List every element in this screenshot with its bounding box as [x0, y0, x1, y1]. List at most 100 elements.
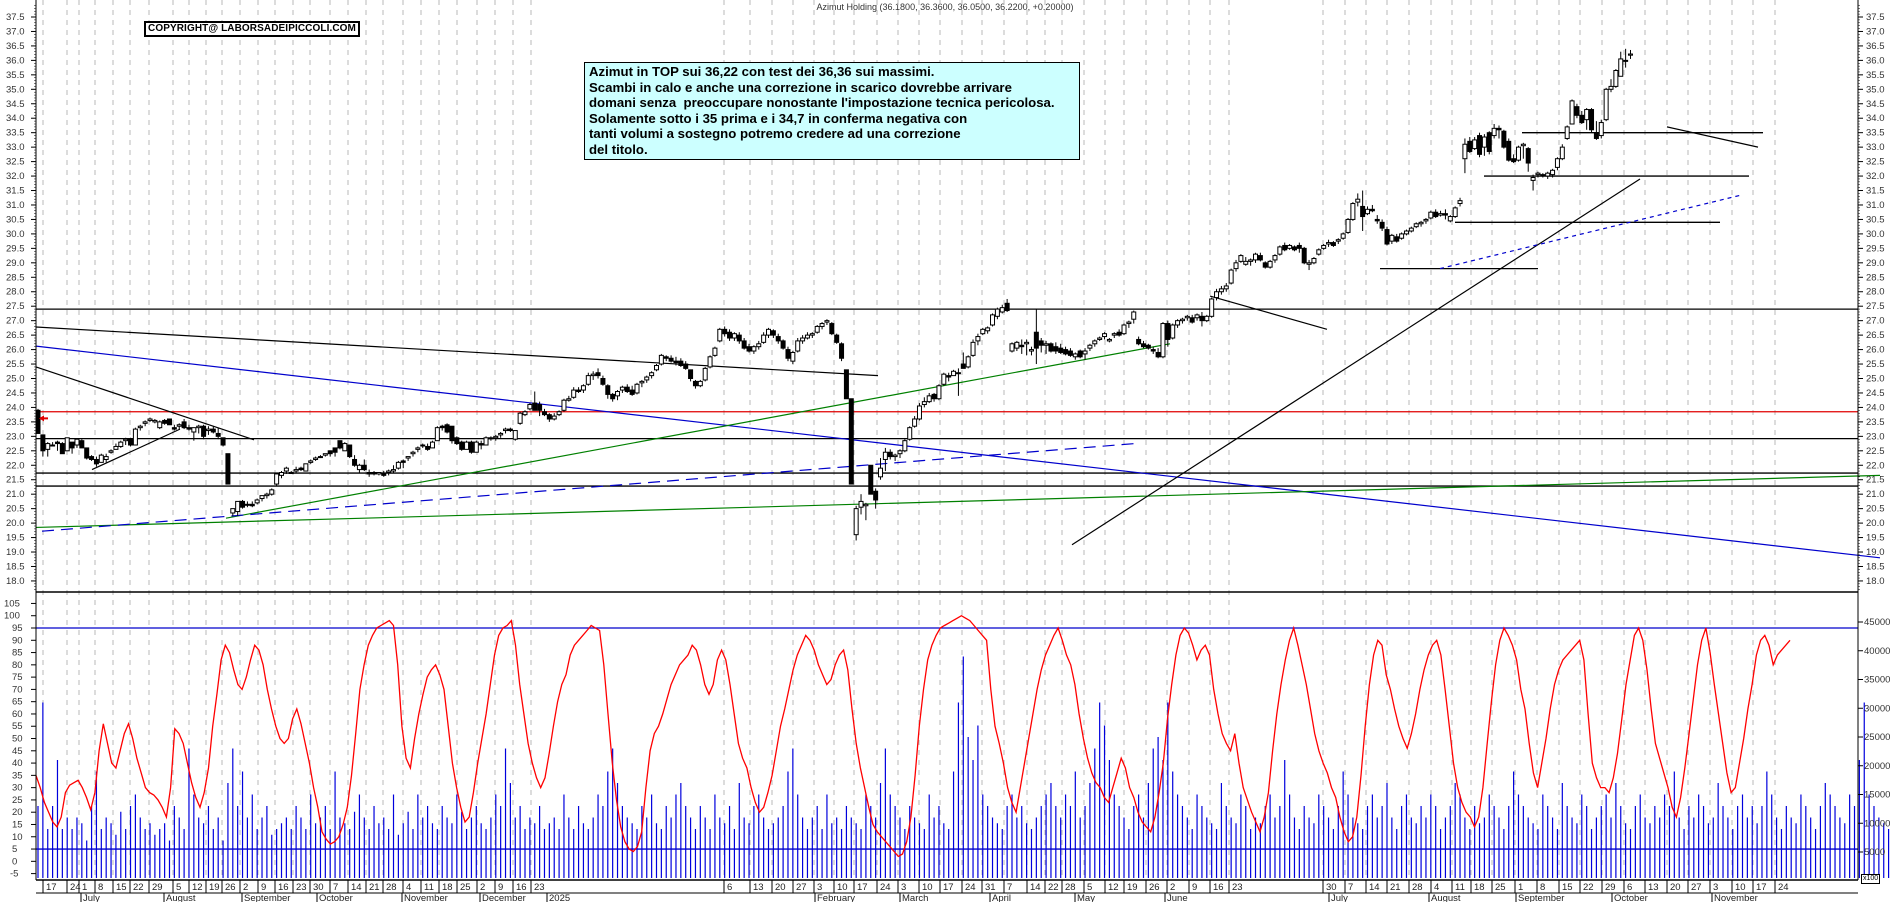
svg-text:22: 22: [133, 882, 144, 893]
svg-text:23.0: 23.0: [1866, 431, 1885, 442]
svg-text:30: 30: [1326, 882, 1337, 893]
svg-text:26: 26: [1149, 882, 1160, 893]
svg-text:22: 22: [1048, 882, 1059, 893]
svg-text:30.5: 30.5: [6, 214, 25, 225]
svg-text:34.5: 34.5: [1866, 99, 1885, 110]
svg-text:10: 10: [837, 882, 848, 893]
svg-text:28.0: 28.0: [6, 287, 25, 298]
svg-text:22.0: 22.0: [1866, 460, 1885, 471]
svg-text:20.5: 20.5: [1866, 504, 1885, 515]
svg-text:7: 7: [1007, 882, 1012, 893]
svg-text:21.0: 21.0: [1866, 489, 1885, 500]
svg-text:5000: 5000: [1864, 847, 1885, 858]
svg-text:29.0: 29.0: [1866, 258, 1885, 269]
svg-text:30.0: 30.0: [1866, 229, 1885, 240]
svg-text:6: 6: [727, 882, 732, 893]
svg-text:8: 8: [1540, 882, 1545, 893]
svg-text:31.0: 31.0: [1866, 200, 1885, 211]
svg-text:32.5: 32.5: [1866, 157, 1885, 168]
svg-text:20000: 20000: [1864, 761, 1890, 772]
svg-text:April: April: [992, 893, 1011, 902]
svg-text:31.0: 31.0: [6, 200, 25, 211]
svg-text:27: 27: [796, 882, 807, 893]
svg-text:35.0: 35.0: [1866, 84, 1885, 95]
svg-text:29.0: 29.0: [6, 258, 25, 269]
svg-text:August: August: [166, 893, 196, 902]
svg-text:32.0: 32.0: [6, 171, 25, 182]
svg-text:35.0: 35.0: [6, 84, 25, 95]
svg-text:12: 12: [192, 882, 203, 893]
svg-text:9: 9: [1192, 882, 1197, 893]
svg-text:25000: 25000: [1864, 732, 1890, 743]
svg-text:14: 14: [1369, 882, 1380, 893]
svg-text:23.5: 23.5: [1866, 417, 1885, 428]
svg-text:20.0: 20.0: [1866, 518, 1885, 529]
svg-text:18.5: 18.5: [1866, 561, 1885, 572]
svg-text:34.0: 34.0: [6, 113, 25, 124]
svg-text:40000: 40000: [1864, 646, 1890, 657]
volume-bars: [37, 656, 1890, 878]
svg-text:May: May: [1077, 893, 1095, 902]
svg-text:10: 10: [922, 882, 933, 893]
svg-text:18.5: 18.5: [6, 561, 25, 572]
comment-line: Azimut in TOP sui 36,22 con test dei 36,…: [589, 64, 935, 79]
svg-text:20: 20: [775, 882, 786, 893]
svg-text:September: September: [1518, 893, 1564, 902]
svg-text:22.5: 22.5: [6, 446, 25, 457]
svg-text:16: 16: [516, 882, 527, 893]
svg-text:November: November: [1714, 893, 1758, 902]
svg-text:37.0: 37.0: [1866, 26, 1885, 37]
svg-text:36.0: 36.0: [1866, 55, 1885, 66]
svg-text:25.0: 25.0: [1866, 374, 1885, 385]
svg-text:19: 19: [1127, 882, 1138, 893]
svg-text:November: November: [404, 893, 448, 902]
svg-text:22.0: 22.0: [6, 460, 25, 471]
svg-text:28: 28: [1065, 882, 1076, 893]
svg-text:25.5: 25.5: [1866, 359, 1885, 370]
svg-text:60: 60: [12, 709, 23, 720]
svg-text:55: 55: [12, 721, 23, 732]
svg-text:22.5: 22.5: [1866, 446, 1885, 457]
svg-text:October: October: [1614, 893, 1648, 902]
svg-text:18.0: 18.0: [1866, 576, 1885, 587]
svg-text:17: 17: [943, 882, 954, 893]
svg-text:5: 5: [176, 882, 181, 893]
svg-text:24.5: 24.5: [1866, 388, 1885, 399]
svg-text:21: 21: [369, 882, 380, 893]
svg-text:23: 23: [296, 882, 307, 893]
svg-text:95: 95: [12, 623, 23, 634]
svg-text:21: 21: [1390, 882, 1401, 893]
svg-text:23: 23: [1232, 882, 1243, 893]
svg-text:20: 20: [1670, 882, 1681, 893]
svg-text:15: 15: [116, 882, 127, 893]
svg-text:26.0: 26.0: [6, 345, 25, 356]
svg-text:29.5: 29.5: [6, 243, 25, 254]
svg-text:21.5: 21.5: [6, 475, 25, 486]
svg-text:35.5: 35.5: [1866, 70, 1885, 81]
svg-text:28: 28: [1412, 882, 1423, 893]
svg-text:24.0: 24.0: [1866, 402, 1885, 413]
svg-text:June: June: [1167, 893, 1188, 902]
svg-text:15: 15: [12, 819, 23, 830]
svg-text:37.5: 37.5: [6, 12, 25, 23]
svg-text:34.0: 34.0: [1866, 113, 1885, 124]
svg-text:27: 27: [1691, 882, 1702, 893]
svg-text:4: 4: [406, 882, 411, 893]
svg-text:65: 65: [12, 697, 23, 708]
price-candles: [35, 48, 1633, 541]
svg-text:2025: 2025: [549, 893, 570, 902]
svg-text:11: 11: [424, 882, 434, 893]
svg-text:July: July: [1331, 893, 1348, 902]
svg-text:15: 15: [1562, 882, 1573, 893]
svg-text:33.5: 33.5: [6, 128, 25, 139]
svg-text:21.0: 21.0: [6, 489, 25, 500]
svg-text:36.5: 36.5: [6, 41, 25, 52]
svg-text:3: 3: [1713, 882, 1718, 893]
svg-text:October: October: [319, 893, 353, 902]
svg-text:25: 25: [1495, 882, 1506, 893]
svg-text:5: 5: [12, 844, 17, 855]
svg-text:12: 12: [1108, 882, 1119, 893]
svg-text:36.5: 36.5: [1866, 41, 1885, 52]
svg-text:36.0: 36.0: [6, 55, 25, 66]
svg-text:-5: -5: [10, 869, 18, 880]
